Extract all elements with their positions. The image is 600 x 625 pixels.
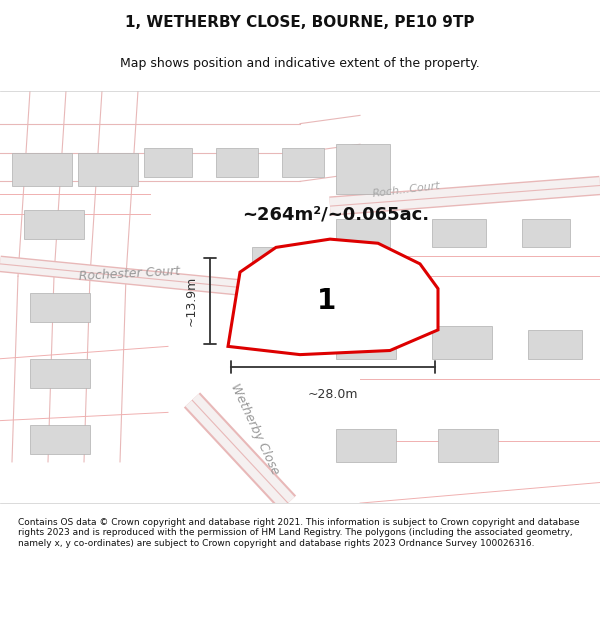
Bar bbox=[282, 148, 324, 178]
Bar bbox=[432, 326, 492, 359]
Text: ~28.0m: ~28.0m bbox=[308, 388, 358, 401]
Bar bbox=[30, 292, 90, 322]
Bar bbox=[336, 429, 396, 462]
Bar bbox=[528, 330, 582, 359]
Bar bbox=[24, 210, 84, 239]
Bar bbox=[336, 144, 390, 194]
Bar bbox=[30, 359, 90, 388]
Bar bbox=[336, 219, 390, 248]
Text: ~13.9m: ~13.9m bbox=[185, 276, 198, 326]
Polygon shape bbox=[228, 239, 438, 354]
Text: 1, WETHERBY CLOSE, BOURNE, PE10 9TP: 1, WETHERBY CLOSE, BOURNE, PE10 9TP bbox=[125, 15, 475, 30]
Text: 1: 1 bbox=[317, 287, 337, 315]
Bar bbox=[12, 152, 72, 186]
Text: ~264m²/~0.065ac.: ~264m²/~0.065ac. bbox=[242, 206, 430, 223]
Bar bbox=[522, 219, 570, 248]
Bar bbox=[438, 429, 498, 462]
Bar bbox=[432, 219, 486, 248]
Text: Roch...Court: Roch...Court bbox=[372, 181, 442, 199]
Text: Map shows position and indicative extent of the property.: Map shows position and indicative extent… bbox=[120, 57, 480, 70]
Bar bbox=[336, 326, 396, 359]
Bar bbox=[78, 152, 138, 186]
Text: Wetherby Close: Wetherby Close bbox=[228, 381, 281, 476]
Text: Rochester Court: Rochester Court bbox=[78, 265, 180, 283]
Bar bbox=[144, 148, 192, 178]
Text: Contains OS data © Crown copyright and database right 2021. This information is : Contains OS data © Crown copyright and d… bbox=[18, 518, 580, 548]
Bar bbox=[252, 248, 348, 289]
Bar bbox=[216, 148, 258, 178]
Bar bbox=[30, 425, 90, 454]
